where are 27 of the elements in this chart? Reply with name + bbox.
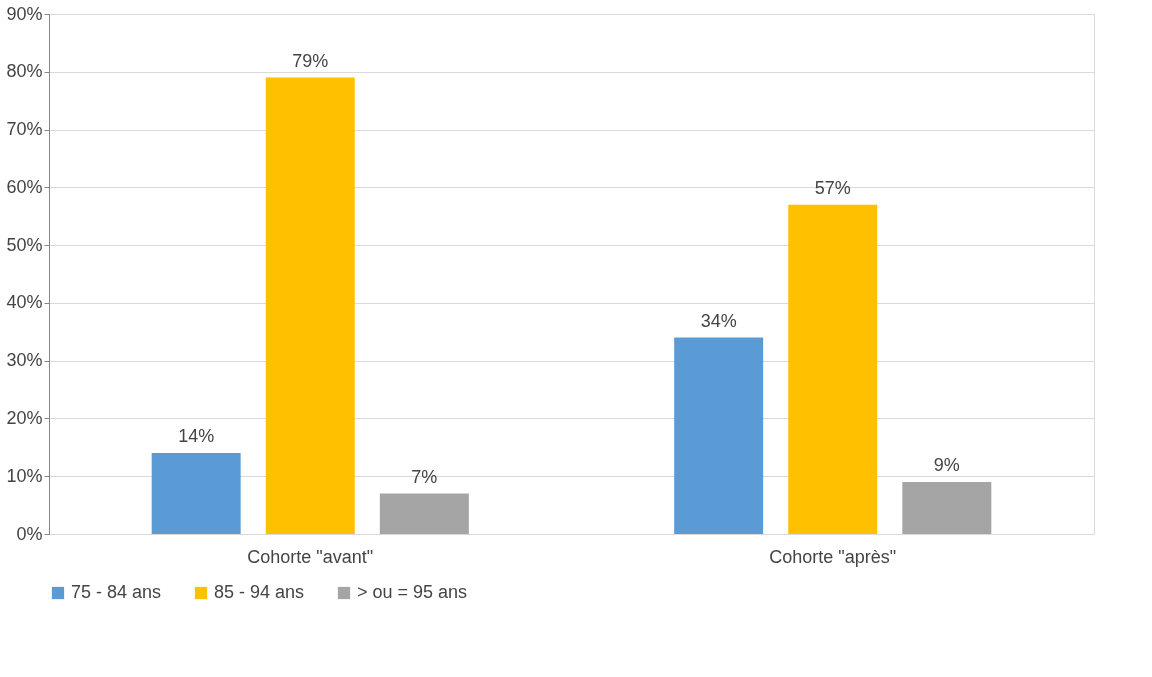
y-tick-label: 10% (6, 465, 43, 486)
data-label: 79% (292, 50, 329, 71)
data-label: 14% (178, 426, 215, 447)
data-label: 7% (411, 466, 438, 487)
bar (379, 493, 469, 534)
bar (265, 77, 355, 534)
bar (151, 453, 241, 534)
y-tick-label: 30% (6, 350, 43, 371)
y-tick-label: 50% (6, 234, 43, 255)
y-tick-label: 20% (6, 407, 43, 428)
y-tick-label: 0% (16, 523, 43, 544)
data-label: 57% (814, 177, 851, 198)
legend-label: > ou = 95 ans (357, 582, 468, 602)
bar (674, 337, 764, 534)
data-label: 9% (933, 455, 960, 475)
bar (902, 482, 992, 534)
x-tick-label: Cohorte "avant" (247, 546, 374, 567)
bar (788, 204, 878, 534)
legend-label: 85 - 94 ans (214, 582, 305, 602)
y-tick-label: 80% (6, 61, 43, 82)
data-label: 34% (700, 310, 737, 331)
y-tick-label: 90% (6, 3, 43, 24)
y-tick-label: 70% (6, 119, 43, 140)
y-tick-label: 40% (6, 292, 43, 313)
y-tick-label: 60% (6, 176, 43, 197)
legend-label: 75 - 84 ans (71, 582, 162, 602)
x-tick-label: Cohorte "après" (769, 546, 897, 567)
